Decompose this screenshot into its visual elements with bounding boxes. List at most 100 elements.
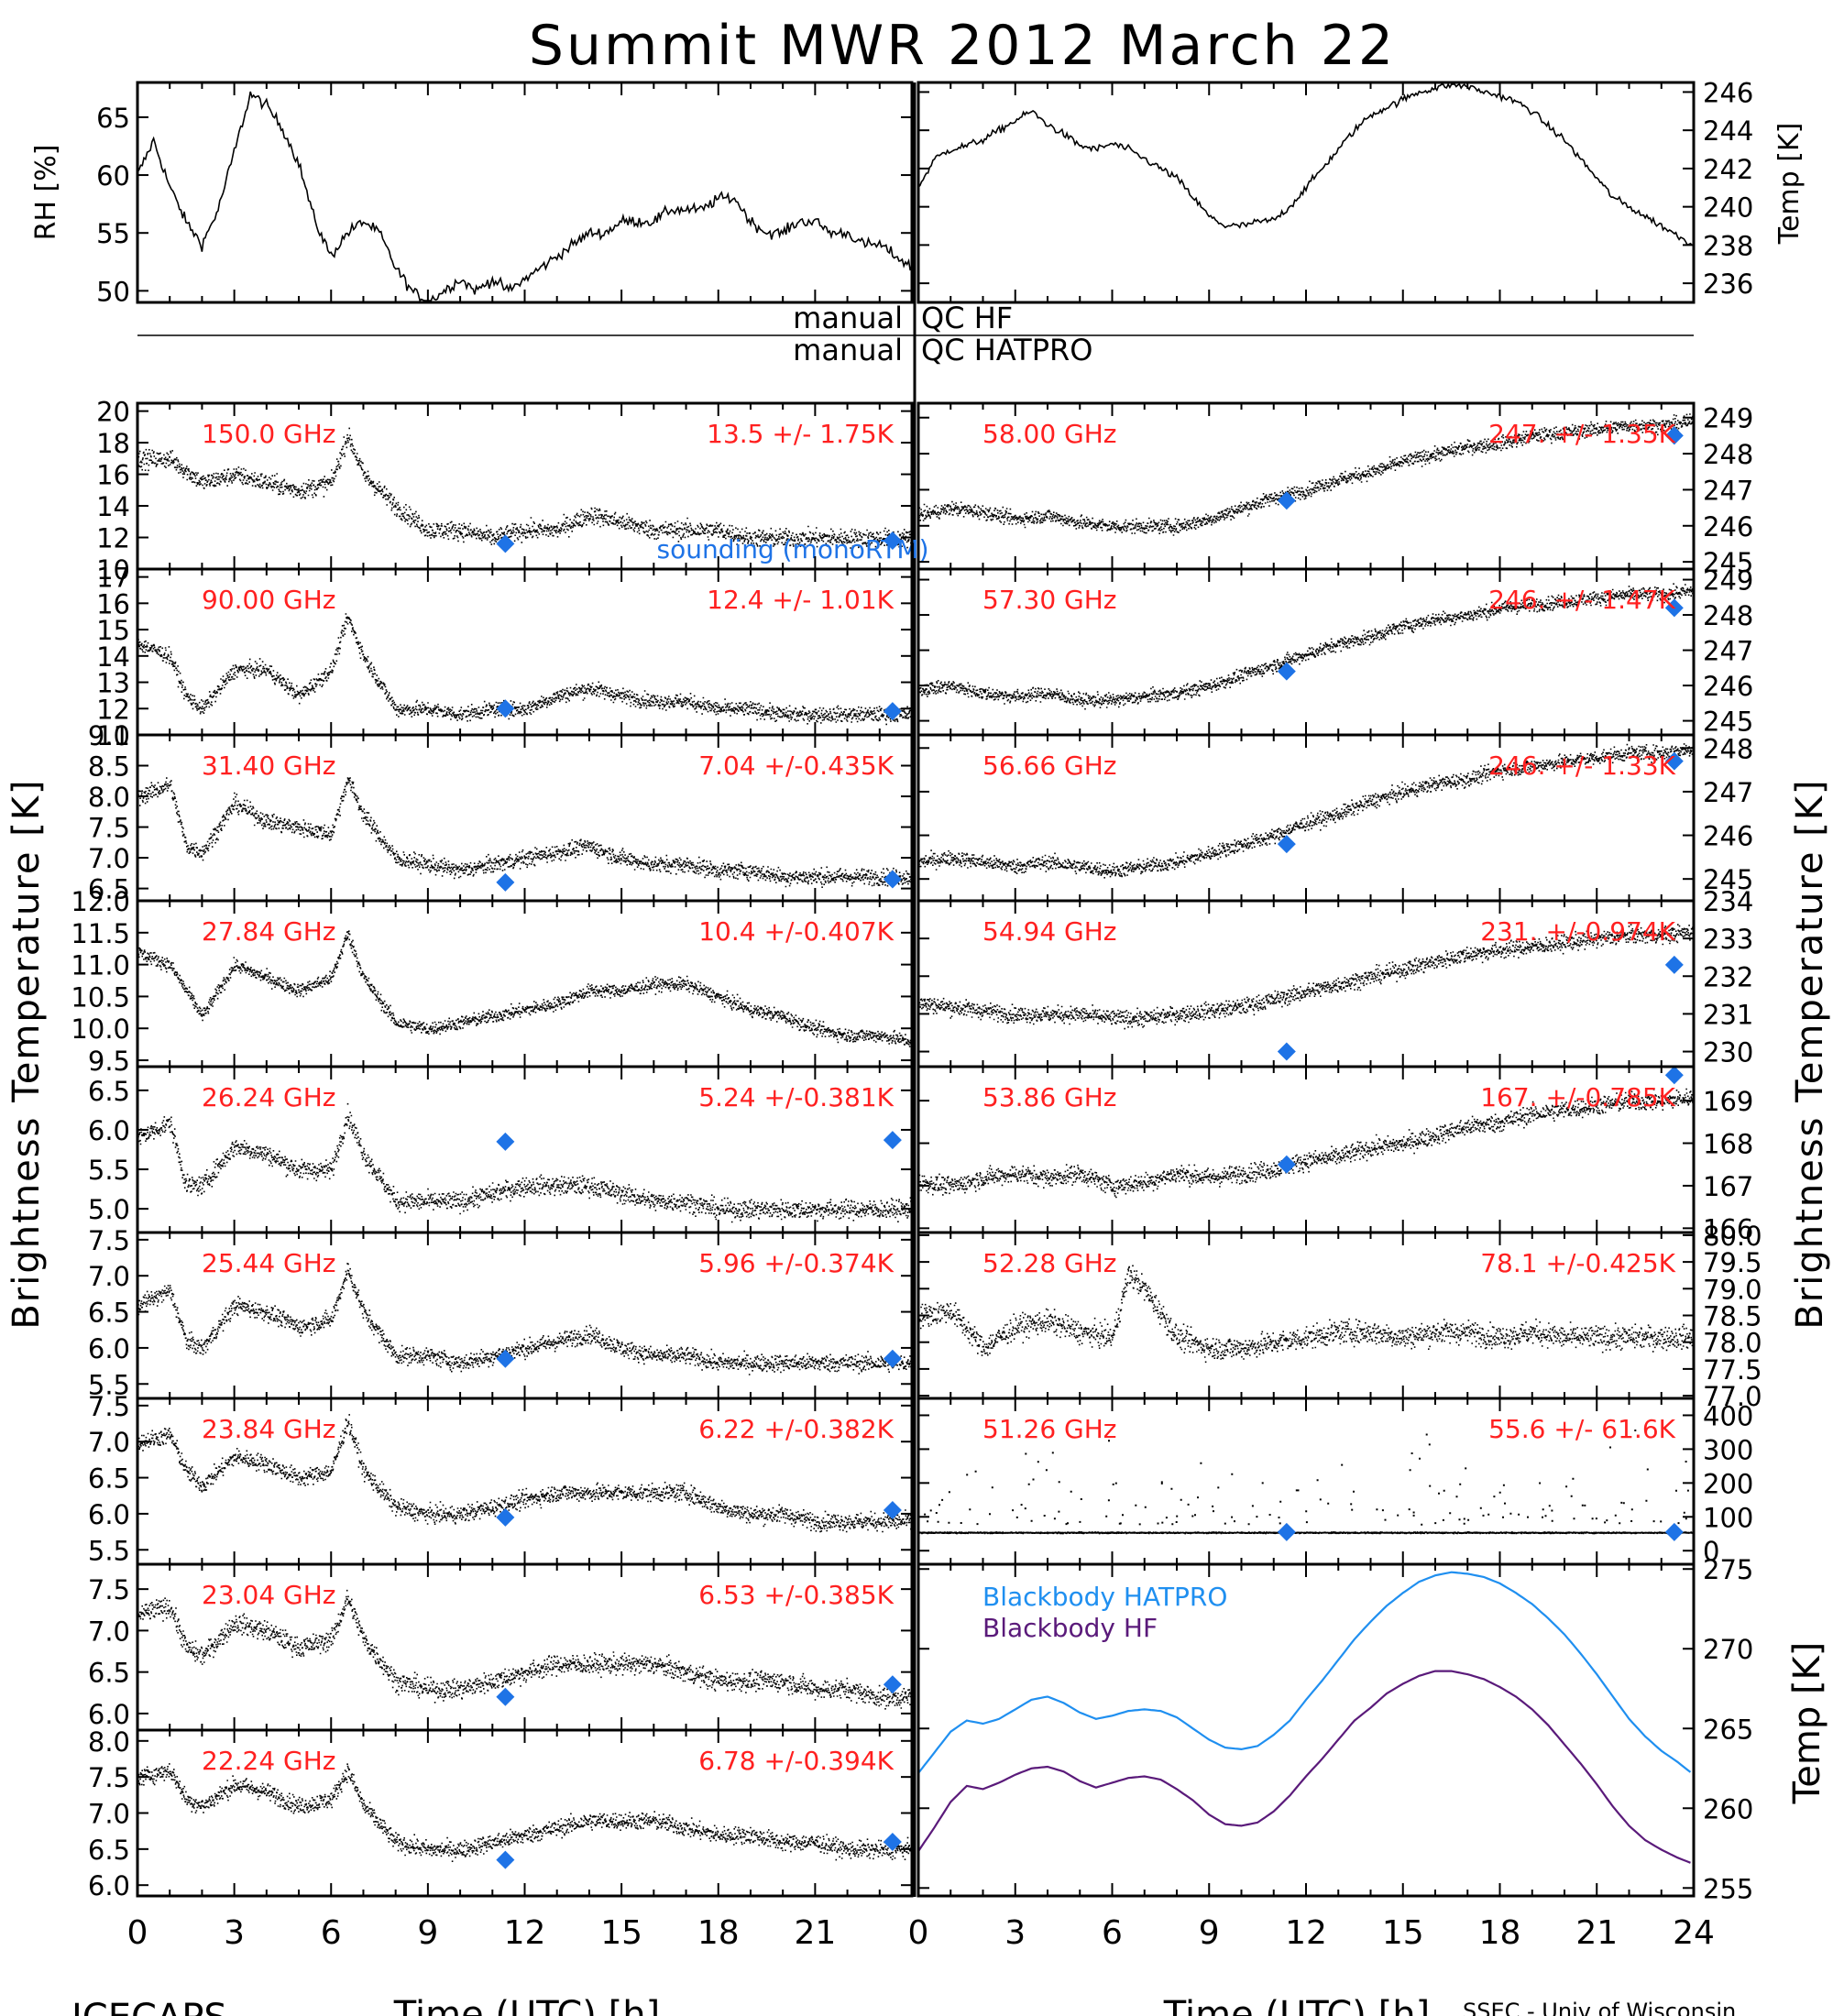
bt-54-panel-ytick-label: 232 xyxy=(1703,961,1753,992)
bt-90-panel-ytick-label: 16 xyxy=(96,588,130,619)
bt-26-stat-label: 5.24 +/-0.381K xyxy=(698,1082,894,1112)
bt-25-panel-ytick-label: 6.5 xyxy=(88,1298,130,1329)
bt-90-panel-ytick-label: 12 xyxy=(96,694,130,725)
footer-ssec: SSEC - Univ of Wisconsin xyxy=(1463,1999,1736,2016)
bt-54-panel-ytick-label: 230 xyxy=(1703,1037,1753,1068)
bt-150-panel-ytick-label: 10 xyxy=(96,554,130,586)
bt-53-sounding-marker xyxy=(1664,1066,1684,1085)
bt-52-points xyxy=(918,1265,1696,1364)
bt-90-trace xyxy=(137,613,914,726)
bt-25-panel-ytick-label: 5.5 xyxy=(88,1369,130,1400)
bt-52-panel-ytick-label: 79.0 xyxy=(1703,1274,1762,1305)
bt-54-panel-ytick-label: 233 xyxy=(1703,924,1753,955)
bt-22.24-stat-label: 6.78 +/-0.394K xyxy=(698,1746,894,1776)
bt-23.04-trace xyxy=(137,1589,914,1710)
bt-54-sounding-marker xyxy=(1277,1042,1296,1061)
bt-31-trace xyxy=(137,777,914,892)
bt-31-panel-ytick-label: 8.5 xyxy=(88,751,130,783)
bt-25-points xyxy=(137,1263,914,1375)
sounding-legend-label: sounding (monoRTM) xyxy=(657,534,929,564)
x-tick-label-right: 12 xyxy=(1285,1914,1327,1952)
bt-52-panel-ytick-label: 80.0 xyxy=(1703,1221,1762,1252)
bt-150-panel-ytick-label: 14 xyxy=(96,491,130,522)
bt-27-panel-ytick-label: 12.0 xyxy=(71,886,130,917)
bt-51-trace xyxy=(918,1430,1696,1541)
bt-22.24-panel-ytick-label: 8.0 xyxy=(88,1726,130,1758)
bt-54-panel-ytick-label: 234 xyxy=(1703,886,1753,917)
x-axis-label-left: Time (UTC) [h] xyxy=(393,1994,660,2016)
bt-54-freq-label: 54.94 GHz xyxy=(982,916,1117,947)
bt-22.24-trace xyxy=(137,1763,914,1869)
qc-label-hatpro: QC HATPRO xyxy=(921,333,1092,367)
bt-26-sounding-marker xyxy=(496,1132,515,1151)
bt-53-trace xyxy=(918,1066,1696,1199)
bt-56-trace xyxy=(918,743,1696,879)
bt-57-panel-ytick-label: 248 xyxy=(1703,600,1753,631)
bt-31-panel-ytick-label: 7.5 xyxy=(88,813,130,844)
bt-22.24-panel-ytick-label: 6.0 xyxy=(88,1870,130,1901)
bt-57-sounding-marker xyxy=(1277,662,1296,681)
bt-22.24-panel-ytick-label: 7.5 xyxy=(88,1762,130,1793)
bt-26-panel-ytick-label: 6.5 xyxy=(88,1076,130,1107)
bt-23.84-stat-label: 6.22 +/-0.382K xyxy=(698,1414,894,1444)
bt-56-panel-ytick-label: 246 xyxy=(1703,821,1753,852)
bt-23.84-sounding-marker xyxy=(883,1500,902,1519)
temp-panel-ytick-label: 244 xyxy=(1703,115,1753,147)
temp-panel-ytick-label: 246 xyxy=(1703,77,1753,108)
temp-panel-ytick-label: 236 xyxy=(1703,268,1753,300)
bt-31-panel-ytick-label: 9.0 xyxy=(88,720,130,751)
x-tick-label-left: 3 xyxy=(224,1914,245,1952)
bt-90-stat-label: 12.4 +/- 1.01K xyxy=(707,585,894,615)
blackbody-panel-ytick-label: 270 xyxy=(1703,1634,1753,1665)
bt-23.84-panel-ytick-label: 6.0 xyxy=(88,1499,130,1530)
temp-panel-ytick-label: 238 xyxy=(1703,230,1753,261)
bt-52-stat-label: 78.1 +/-0.425K xyxy=(1480,1248,1675,1278)
bt-22.24-sounding-marker xyxy=(496,1850,515,1869)
bt-52-panel-ytick-label: 78.5 xyxy=(1703,1301,1762,1332)
bt-58-stat-label: 247. +/- 1.35K xyxy=(1488,419,1675,449)
rh-panel-ytick-label: 65 xyxy=(96,103,130,134)
bt-150-panel-ytick-label: 12 xyxy=(96,523,130,554)
bt-90-sounding-marker xyxy=(496,699,515,718)
x-tick-label-right: 9 xyxy=(1199,1914,1220,1952)
bt-26-panel-ytick-label: 5.5 xyxy=(88,1155,130,1186)
bt-25-sounding-marker xyxy=(883,1349,902,1368)
bt-56-sounding-marker xyxy=(1664,751,1684,771)
x-tick-label-right: 15 xyxy=(1382,1914,1424,1952)
qc-label-manual-1: manual xyxy=(793,301,903,335)
bt-23.84-panel-ytick-label: 7.5 xyxy=(88,1391,130,1422)
blackbody-panel-ytick-label: 260 xyxy=(1703,1793,1753,1824)
bt-56-freq-label: 56.66 GHz xyxy=(982,751,1117,781)
bt-27-points xyxy=(137,930,914,1047)
bt-51-panel-ytick-label: 400 xyxy=(1703,1400,1753,1431)
x-tick-label-right: 0 xyxy=(908,1914,929,1952)
bt-150-panel-ytick-label: 18 xyxy=(96,428,130,459)
bt-150-freq-label: 150.0 GHz xyxy=(202,419,336,449)
bt-56-stat-label: 246. +/- 1.33K xyxy=(1488,751,1675,781)
bt-26-freq-label: 26.24 GHz xyxy=(202,1082,336,1112)
bt-58-freq-label: 58.00 GHz xyxy=(982,419,1117,449)
blackbody-axis-label: Temp [K] xyxy=(1786,1642,1828,1805)
bt-25-panel-ytick-label: 6.0 xyxy=(88,1333,130,1364)
bt-25-trace xyxy=(137,1263,914,1375)
bt-58-points xyxy=(918,413,1696,536)
temp-panel-frame xyxy=(916,81,1696,304)
blackbody-panel-ytick-label: 275 xyxy=(1703,1554,1753,1585)
bt-56-panel-ytick-label: 245 xyxy=(1703,864,1753,895)
qc-label-hf: QC HF xyxy=(921,301,1013,335)
bt-25-freq-label: 25.44 GHz xyxy=(202,1248,336,1278)
bt-58-sounding-marker xyxy=(1277,491,1296,510)
bt-31-panel-ytick-label: 7.0 xyxy=(88,843,130,874)
bt-58-trace xyxy=(918,413,1696,536)
bt-31-sounding-marker xyxy=(883,870,902,889)
bt-23.84-panel-ytick-label: 6.5 xyxy=(88,1463,130,1495)
x-tick-label-right: 24 xyxy=(1673,1914,1715,1952)
bt-150-panel-ytick-label: 20 xyxy=(96,397,130,428)
x-tick-label-left: 15 xyxy=(600,1914,642,1952)
x-tick-label-left: 0 xyxy=(127,1914,148,1952)
x-tick-label-left: 6 xyxy=(321,1914,342,1952)
bt-90-freq-label: 90.00 GHz xyxy=(202,585,336,615)
rh-line xyxy=(137,91,911,302)
